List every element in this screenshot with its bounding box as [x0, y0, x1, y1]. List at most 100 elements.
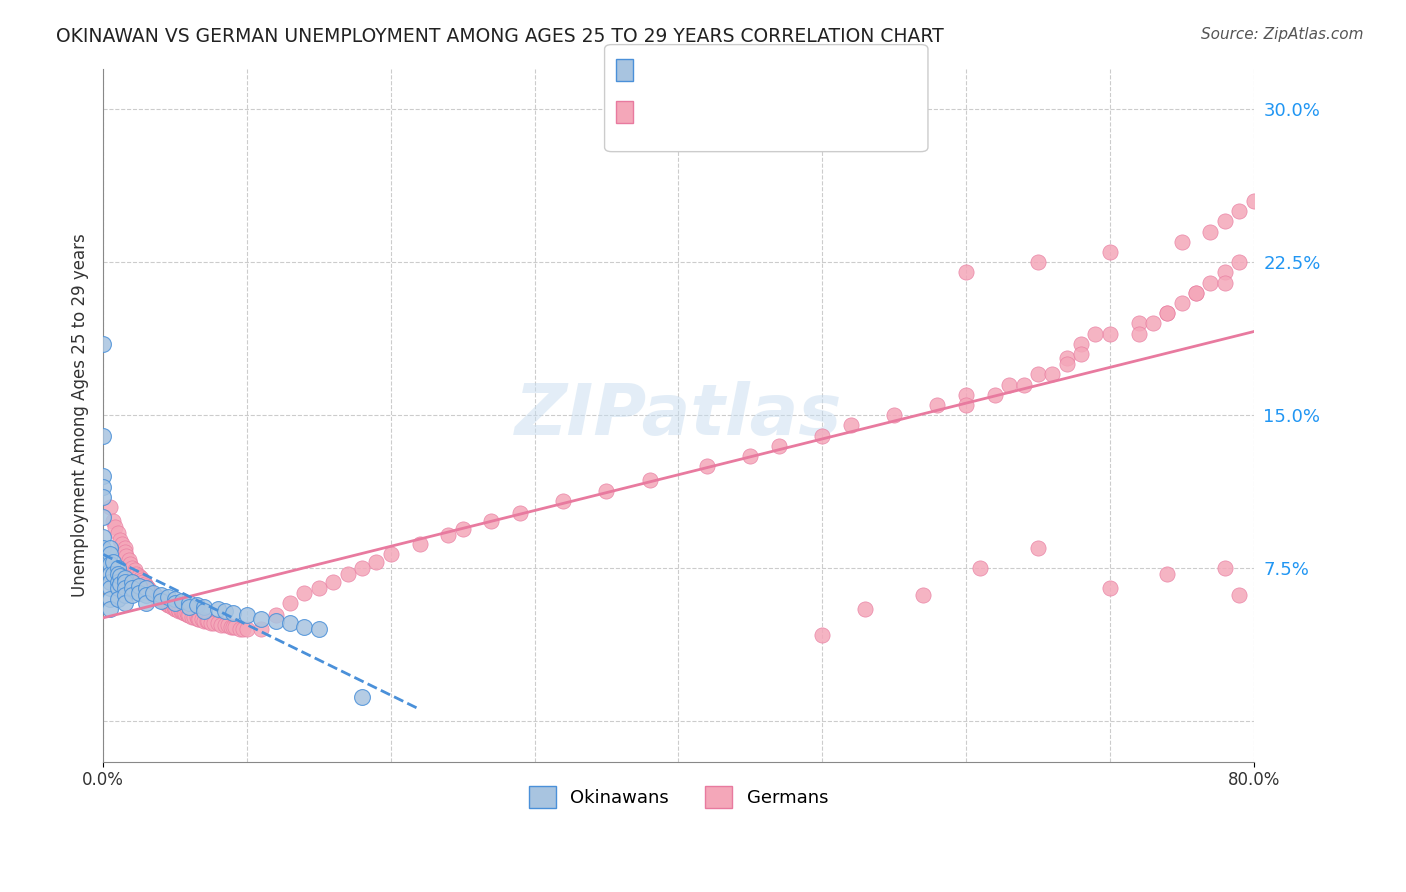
Point	[1070, 347, 1092, 361]
Point	[128, 569, 150, 583]
Point	[229, 622, 252, 636]
Point	[595, 483, 617, 498]
Point	[107, 582, 129, 596]
Point	[1026, 541, 1049, 555]
Text: Source: ZipAtlas.com: Source: ZipAtlas.com	[1201, 27, 1364, 42]
Point	[98, 557, 121, 571]
Text: OKINAWAN VS GERMAN UNEMPLOYMENT AMONG AGES 25 TO 29 YEARS CORRELATION CHART: OKINAWAN VS GERMAN UNEMPLOYMENT AMONG AG…	[56, 27, 943, 45]
Point	[98, 567, 121, 582]
Point	[264, 614, 287, 628]
Point	[134, 577, 156, 591]
Point	[191, 612, 214, 626]
Point	[207, 616, 229, 631]
Point	[853, 602, 876, 616]
Point	[1213, 561, 1236, 575]
Point	[1128, 317, 1150, 331]
Point	[1156, 306, 1178, 320]
Point	[188, 612, 211, 626]
Point	[984, 388, 1007, 402]
Point	[350, 561, 373, 575]
Point	[197, 614, 219, 628]
Point	[91, 490, 114, 504]
Point	[148, 591, 170, 606]
Point	[115, 549, 138, 563]
Text: R =: R =	[637, 65, 676, 83]
Point	[366, 555, 388, 569]
Text: N=: N=	[752, 107, 786, 125]
Point	[1098, 326, 1121, 341]
Text: 61: 61	[790, 65, 815, 83]
Point	[186, 598, 208, 612]
Point	[114, 571, 136, 585]
Point	[207, 602, 229, 616]
Point	[150, 593, 173, 607]
Point	[221, 620, 243, 634]
Point	[193, 614, 215, 628]
Point	[214, 604, 236, 618]
Point	[1243, 194, 1265, 208]
Point	[209, 618, 232, 632]
Point	[110, 569, 132, 583]
Point	[1026, 368, 1049, 382]
Point	[139, 585, 162, 599]
Point	[121, 575, 143, 590]
Point	[91, 510, 114, 524]
Point	[163, 596, 186, 610]
Point	[156, 598, 179, 612]
Point	[124, 563, 146, 577]
Text: 0.355: 0.355	[682, 107, 738, 125]
Point	[1040, 368, 1063, 382]
Point	[136, 582, 159, 596]
Point	[135, 582, 157, 596]
Point	[172, 604, 194, 618]
Point	[1213, 214, 1236, 228]
Point	[114, 596, 136, 610]
Point	[187, 612, 209, 626]
Point	[202, 616, 225, 631]
Point	[250, 612, 273, 626]
Point	[451, 522, 474, 536]
Point	[91, 336, 114, 351]
Point	[1142, 317, 1164, 331]
Point	[1227, 255, 1250, 269]
Point	[186, 610, 208, 624]
Point	[193, 599, 215, 614]
Point	[179, 607, 201, 622]
Point	[195, 614, 218, 628]
Point	[408, 536, 430, 550]
Point	[128, 579, 150, 593]
Point	[107, 575, 129, 590]
Point	[380, 547, 402, 561]
Point	[1056, 357, 1078, 371]
Point	[98, 500, 121, 514]
Point	[1170, 235, 1192, 249]
Point	[103, 514, 125, 528]
Point	[103, 567, 125, 582]
Point	[110, 533, 132, 547]
Point	[278, 616, 301, 631]
Point	[553, 493, 575, 508]
Point	[152, 593, 174, 607]
Point	[1156, 567, 1178, 582]
Point	[839, 418, 862, 433]
Point	[179, 599, 201, 614]
Point	[91, 469, 114, 483]
Point	[437, 528, 460, 542]
Point	[98, 547, 121, 561]
Point	[1156, 306, 1178, 320]
Point	[1185, 285, 1208, 300]
Point	[91, 428, 114, 442]
Point	[278, 596, 301, 610]
Point	[170, 604, 193, 618]
Point	[696, 459, 718, 474]
Point	[998, 377, 1021, 392]
Point	[176, 606, 198, 620]
Point	[162, 599, 184, 614]
Point	[811, 428, 834, 442]
Point	[163, 591, 186, 606]
Point	[181, 610, 204, 624]
Point	[104, 520, 127, 534]
Point	[103, 555, 125, 569]
Point	[264, 607, 287, 622]
Point	[177, 607, 200, 622]
